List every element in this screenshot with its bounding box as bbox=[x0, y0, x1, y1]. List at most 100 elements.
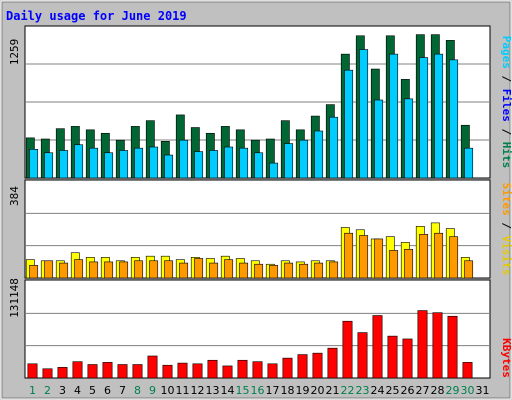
bar-sites-day-18 bbox=[284, 262, 294, 279]
bar-files-day-5 bbox=[89, 147, 99, 179]
bar-files-day-18 bbox=[284, 143, 294, 179]
bar-sites-day-17 bbox=[269, 265, 279, 279]
legend-files: Files bbox=[500, 89, 512, 122]
bar-kbytes-day-29 bbox=[447, 315, 458, 379]
bar-sites-day-28 bbox=[434, 232, 444, 279]
x-tick-label-28: 28 bbox=[431, 384, 445, 397]
bar-sites-day-22 bbox=[344, 232, 354, 279]
bar-kbytes-day-28 bbox=[432, 312, 443, 379]
bar-kbytes-day-18 bbox=[282, 357, 293, 379]
x-tick-label-20: 20 bbox=[311, 384, 325, 397]
bar-files-day-12 bbox=[194, 151, 204, 179]
bar-kbytes-day-4 bbox=[72, 361, 83, 379]
x-tick-label-23: 23 bbox=[356, 384, 370, 397]
bar-sites-day-10 bbox=[164, 260, 174, 279]
bar-sites-day-30 bbox=[464, 260, 474, 279]
bar-files-day-19 bbox=[299, 139, 309, 179]
legend-pages: Pages bbox=[500, 36, 512, 69]
x-tick-label-13: 13 bbox=[206, 384, 220, 397]
x-tick-label-17: 17 bbox=[266, 384, 280, 397]
bar-files-day-21 bbox=[329, 116, 339, 179]
x-tick-label-1: 1 bbox=[29, 384, 36, 397]
bars bbox=[25, 34, 474, 379]
x-tick-label-2: 2 bbox=[44, 384, 51, 397]
x-tick-label-6: 6 bbox=[104, 384, 111, 397]
bar-sites-day-8 bbox=[134, 260, 144, 279]
bar-files-day-17 bbox=[269, 162, 279, 179]
bar-kbytes-day-17 bbox=[267, 363, 278, 379]
bar-sites-day-7 bbox=[119, 261, 129, 279]
x-tick-label-7: 7 bbox=[119, 384, 126, 397]
bar-kbytes-day-14 bbox=[222, 365, 233, 379]
legend-kbytes: KBytes bbox=[500, 338, 512, 378]
gridlines bbox=[25, 63, 490, 347]
max-label-visits: 384 bbox=[8, 186, 21, 206]
bar-sites-day-13 bbox=[209, 262, 219, 279]
x-tick-label-12: 12 bbox=[191, 384, 205, 397]
bar-files-day-6 bbox=[104, 152, 114, 179]
x-tick-label-25: 25 bbox=[386, 384, 400, 397]
bar-files-day-16 bbox=[254, 152, 264, 179]
legend-visits-sites: Sites / Visits bbox=[500, 183, 512, 276]
bar-kbytes-day-26 bbox=[402, 338, 413, 379]
bar-kbytes-day-5 bbox=[87, 364, 98, 379]
x-tick-label-19: 19 bbox=[296, 384, 310, 397]
bar-kbytes-day-27 bbox=[417, 310, 428, 379]
x-tick-label-24: 24 bbox=[371, 384, 385, 397]
x-tick-label-5: 5 bbox=[89, 384, 96, 397]
x-tick-label-14: 14 bbox=[221, 384, 235, 397]
bar-kbytes-day-3 bbox=[57, 367, 68, 379]
bar-sites-day-27 bbox=[419, 234, 429, 279]
bar-files-day-10 bbox=[164, 154, 174, 179]
bar-files-day-30 bbox=[464, 147, 474, 179]
x-axis-labels: 1 2 3 4 5 6 7 8 9 10 11 12 13 14 15 16 17 18 19 20 21 22 23 24 2… bbox=[29, 384, 490, 397]
bar-files-day-26 bbox=[404, 98, 414, 179]
x-tick-label-10: 10 bbox=[161, 384, 175, 397]
bar-sites-day-24 bbox=[374, 238, 384, 279]
bar-kbytes-day-10 bbox=[162, 364, 173, 379]
bar-sites-day-4 bbox=[74, 259, 84, 279]
x-tick-label-30: 30 bbox=[461, 384, 475, 397]
bar-kbytes-day-16 bbox=[252, 361, 263, 379]
x-tick-label-26: 26 bbox=[401, 384, 415, 397]
x-tick-label-18: 18 bbox=[281, 384, 295, 397]
bar-sites-day-2 bbox=[44, 260, 54, 279]
bar-files-day-20 bbox=[314, 130, 324, 179]
x-tick-label-29: 29 bbox=[446, 384, 460, 397]
legend-visits: Visits bbox=[500, 236, 512, 276]
bar-sites-day-6 bbox=[104, 261, 114, 279]
bar-files-day-15 bbox=[239, 147, 249, 179]
bar-files-day-24 bbox=[374, 99, 384, 179]
bar-kbytes-day-20 bbox=[312, 352, 323, 379]
bar-sites-day-1 bbox=[29, 265, 39, 279]
bar-files-day-14 bbox=[224, 146, 234, 179]
x-tick-label-3: 3 bbox=[59, 384, 66, 397]
bar-kbytes-day-1 bbox=[27, 363, 38, 379]
max-label-kbytes: 131148 bbox=[8, 278, 21, 318]
bar-kbytes-day-13 bbox=[207, 359, 218, 379]
bar-kbytes-day-6 bbox=[102, 362, 113, 379]
bar-files-day-23 bbox=[359, 49, 369, 179]
x-tick-label-11: 11 bbox=[176, 384, 190, 397]
bar-files-day-13 bbox=[209, 150, 219, 179]
bar-kbytes-day-25 bbox=[387, 335, 398, 379]
bar-kbytes-day-24 bbox=[372, 315, 383, 379]
x-tick-label-8: 8 bbox=[134, 384, 141, 397]
bar-files-day-8 bbox=[134, 147, 144, 179]
x-tick-label-22: 22 bbox=[341, 384, 355, 397]
bar-kbytes-day-7 bbox=[117, 364, 128, 379]
bar-sites-day-20 bbox=[314, 262, 324, 279]
bar-kbytes-day-8 bbox=[132, 364, 143, 379]
bar-kbytes-day-22 bbox=[342, 320, 353, 379]
bar-sites-day-16 bbox=[254, 263, 264, 279]
bar-files-day-7 bbox=[119, 150, 129, 179]
legend-hits: Hits bbox=[500, 142, 512, 169]
bar-files-day-22 bbox=[344, 69, 354, 179]
x-tick-label-21: 21 bbox=[326, 384, 340, 397]
bar-files-day-2 bbox=[44, 152, 54, 179]
bar-sites-day-19 bbox=[299, 263, 309, 279]
x-tick-label-9: 9 bbox=[149, 384, 156, 397]
x-tick-label-15: 15 bbox=[236, 384, 250, 397]
